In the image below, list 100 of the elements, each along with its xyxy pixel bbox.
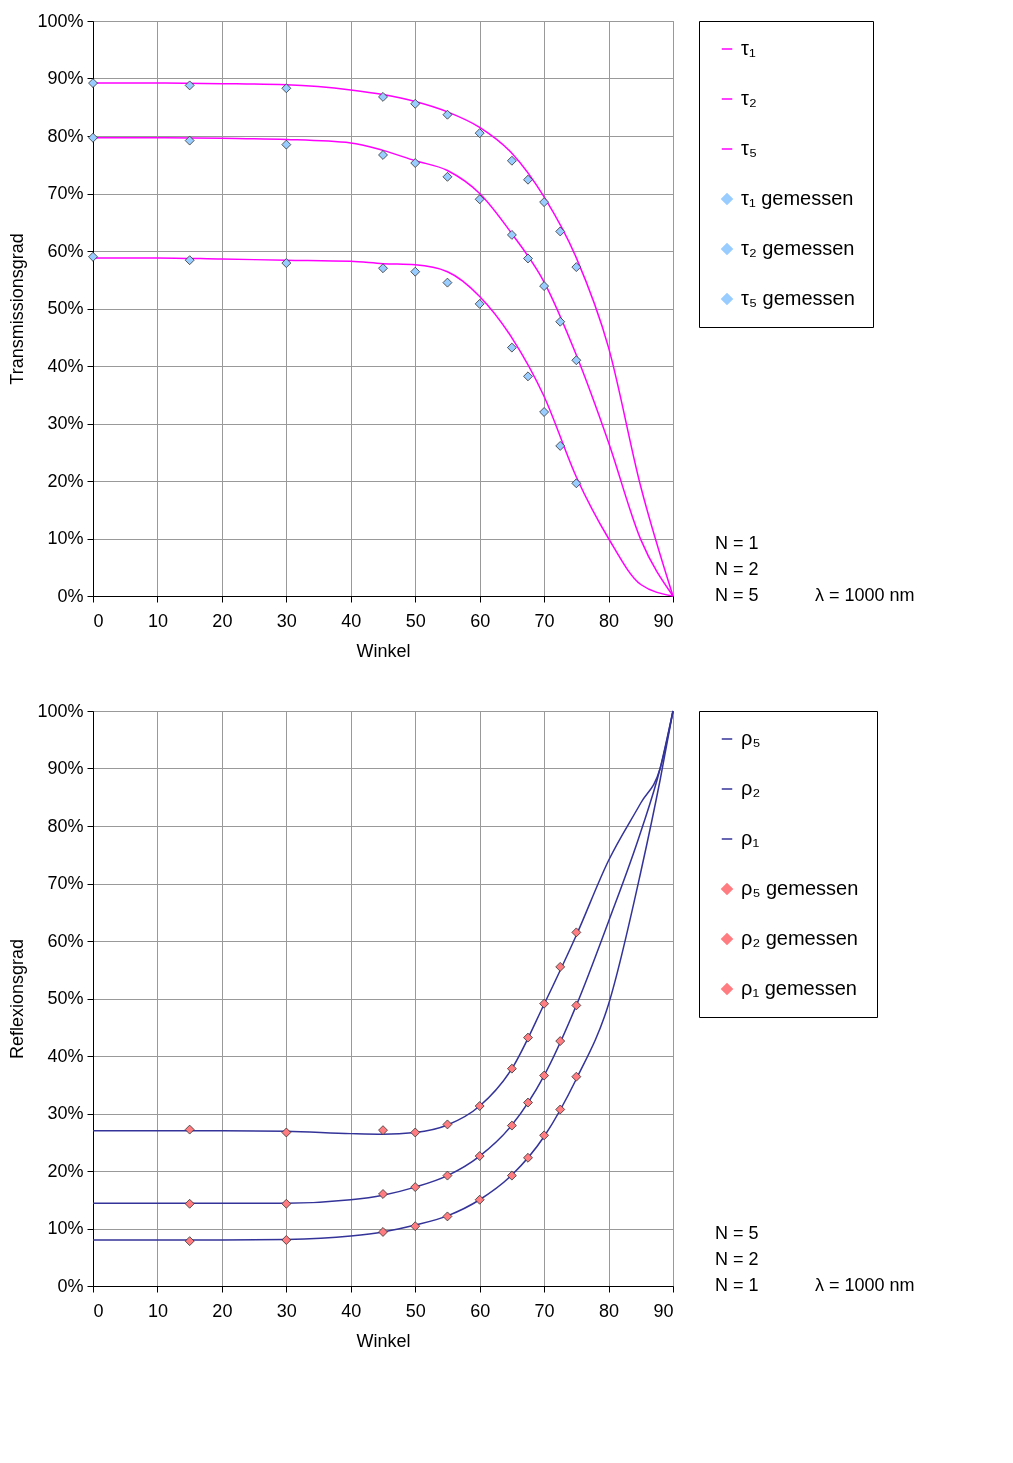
y-tick-label: 50% — [47, 298, 84, 318]
y-tick-label: 60% — [47, 240, 84, 261]
x-tick-label: 50 — [405, 610, 426, 631]
point — [281, 1235, 292, 1245]
y-tick-label: 30% — [47, 1103, 84, 1123]
point — [571, 355, 582, 366]
legend-label: τ₅ gemessen — [741, 287, 855, 309]
x-tick-label: 40 — [341, 1300, 362, 1321]
x-tick-label: 70 — [534, 1300, 555, 1321]
point — [410, 98, 421, 109]
point — [555, 1104, 566, 1115]
point — [539, 197, 549, 207]
y-tick-label: 80% — [47, 815, 84, 836]
point — [378, 1125, 388, 1136]
x-tick-label: 80 — [599, 1300, 620, 1321]
point — [474, 1101, 485, 1111]
point — [523, 1097, 533, 1108]
point — [523, 253, 533, 264]
point — [378, 1189, 388, 1199]
legend-label: ρ₁ — [741, 827, 760, 849]
text: λ = 1000 nm — [815, 585, 915, 605]
point — [184, 80, 195, 91]
point — [507, 342, 517, 353]
y-axis-title: Reflexionsgrad — [7, 938, 28, 1060]
x-tick-label: 60 — [470, 1300, 491, 1321]
point — [523, 1152, 533, 1163]
point — [378, 263, 388, 274]
y-tick-label: 100% — [37, 10, 84, 31]
point — [507, 1170, 517, 1181]
point — [410, 1182, 421, 1192]
x-tick-label: 30 — [276, 1300, 297, 1321]
point — [571, 478, 582, 489]
point — [88, 78, 98, 88]
point — [378, 150, 388, 160]
x-tick-label: 50 — [405, 1300, 426, 1321]
y-tick-label: 40% — [47, 355, 84, 376]
y-tick-label: 10% — [47, 528, 84, 548]
legend-label: ρ₂ gemessen — [741, 927, 858, 949]
x-axis-title: Winkel — [356, 640, 411, 661]
x-tick-label: 90 — [653, 1300, 674, 1321]
point — [378, 92, 388, 102]
point — [507, 155, 517, 166]
point — [184, 1124, 195, 1135]
point — [555, 316, 566, 327]
text: N = 5 — [715, 1223, 759, 1243]
point — [507, 1120, 517, 1131]
legend-label: τ₅ — [741, 137, 757, 159]
x-tick-label: 30 — [276, 610, 297, 631]
y-tick-label: 90% — [47, 68, 84, 88]
point — [281, 1127, 292, 1138]
y-tick-label: 20% — [47, 470, 84, 491]
y-tick-label: 90% — [47, 758, 84, 778]
point — [507, 1063, 517, 1074]
x-tick-label: 70 — [534, 610, 555, 631]
point — [539, 281, 549, 291]
y-tick-label: 70% — [47, 183, 84, 203]
point — [507, 230, 517, 240]
x-tick-label: 90 — [653, 610, 674, 631]
point — [442, 1211, 453, 1222]
point — [571, 1071, 582, 1082]
x-tick-label: 20 — [212, 610, 233, 631]
x-tick-label: 20 — [212, 1300, 233, 1321]
legend-label: τ₂ — [741, 87, 757, 109]
x-tick-label: 60 — [470, 610, 491, 631]
point — [555, 962, 566, 972]
x-tick-label: 10 — [147, 610, 168, 631]
y-tick-label: 60% — [47, 930, 84, 951]
point — [555, 441, 566, 451]
point — [442, 1119, 453, 1130]
point — [410, 1221, 421, 1232]
point — [184, 1198, 195, 1209]
point — [474, 1151, 485, 1161]
point — [474, 128, 485, 138]
point — [410, 158, 421, 168]
text: N = 2 — [715, 559, 759, 579]
legend-label: τ₁ — [741, 37, 756, 59]
point — [571, 1000, 582, 1011]
point — [442, 171, 453, 182]
legend-label: τ₁ gemessen — [741, 187, 854, 209]
point — [539, 407, 549, 417]
point — [539, 1070, 549, 1081]
text: N = 5 — [715, 585, 759, 605]
y-tick-label: 80% — [47, 125, 84, 146]
y-axis-title: Transmissionsgrad — [7, 233, 28, 385]
point — [442, 109, 453, 120]
x-axis-title: Winkel — [356, 1330, 411, 1351]
y-tick-label: 40% — [47, 1045, 84, 1066]
point — [523, 371, 533, 382]
point — [378, 1227, 388, 1237]
point — [539, 1130, 549, 1141]
y-tick-label: 100% — [37, 700, 84, 721]
point — [410, 1127, 421, 1138]
point — [184, 255, 195, 266]
y-tick-label: 0% — [57, 1275, 84, 1296]
point — [281, 139, 292, 150]
text: λ = 1000 nm — [815, 1275, 915, 1295]
legend-label: ρ₅ — [741, 727, 761, 749]
y-tick-label: 30% — [47, 413, 84, 433]
point — [442, 277, 453, 288]
point — [442, 1170, 453, 1181]
